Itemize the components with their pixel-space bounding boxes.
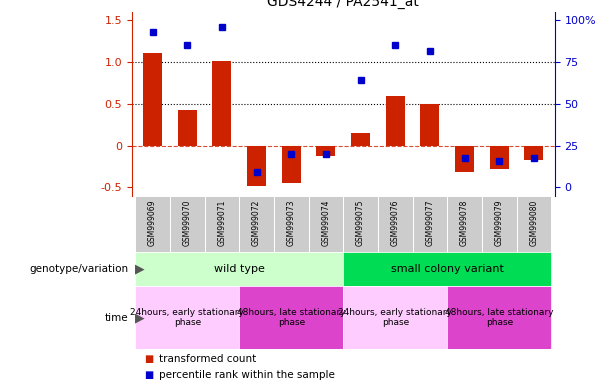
Bar <box>316 146 335 156</box>
Bar <box>282 146 301 183</box>
Text: GSM999077: GSM999077 <box>425 199 435 246</box>
Bar <box>247 146 266 186</box>
Text: wild type: wild type <box>214 264 265 274</box>
Bar <box>343 196 378 252</box>
Text: GSM999079: GSM999079 <box>495 199 504 246</box>
Text: GSM999076: GSM999076 <box>390 199 400 246</box>
Text: GSM999074: GSM999074 <box>321 199 330 246</box>
Text: 48hours, late stationary
phase: 48hours, late stationary phase <box>237 308 346 328</box>
Bar <box>482 196 517 252</box>
Bar <box>135 286 239 349</box>
Text: 24hours, early stationary
phase: 24hours, early stationary phase <box>338 308 452 328</box>
Bar <box>178 110 197 146</box>
Bar <box>447 196 482 252</box>
Title: GDS4244 / PA2541_at: GDS4244 / PA2541_at <box>267 0 419 9</box>
Bar <box>170 196 205 252</box>
Text: GSM999078: GSM999078 <box>460 199 469 246</box>
Bar <box>212 61 232 146</box>
Text: GSM999069: GSM999069 <box>148 199 157 246</box>
Text: GSM999080: GSM999080 <box>530 199 538 246</box>
Bar <box>490 146 509 169</box>
Text: 24hours, early stationary
phase: 24hours, early stationary phase <box>131 308 244 328</box>
Text: ▶: ▶ <box>135 262 145 275</box>
Bar <box>343 252 551 286</box>
Bar <box>525 146 544 160</box>
Text: ■: ■ <box>144 354 153 364</box>
Bar <box>343 286 447 349</box>
Text: GSM999073: GSM999073 <box>287 199 296 246</box>
Text: GSM999071: GSM999071 <box>218 199 226 246</box>
Bar <box>135 196 170 252</box>
Bar <box>386 96 405 146</box>
Text: 48hours, late stationary
phase: 48hours, late stationary phase <box>445 308 554 328</box>
Text: transformed count: transformed count <box>159 354 257 364</box>
Bar <box>517 196 551 252</box>
Text: time: time <box>105 313 129 323</box>
Text: ▶: ▶ <box>135 311 145 324</box>
Text: GSM999075: GSM999075 <box>356 199 365 246</box>
Bar <box>455 146 474 172</box>
Bar <box>447 286 551 349</box>
Bar <box>378 196 413 252</box>
Bar <box>239 286 343 349</box>
Bar <box>351 133 370 146</box>
Text: GSM999070: GSM999070 <box>183 199 192 246</box>
Bar <box>308 196 343 252</box>
Text: genotype/variation: genotype/variation <box>29 264 129 274</box>
Text: small colony variant: small colony variant <box>391 264 504 274</box>
Bar <box>205 196 239 252</box>
Text: GSM999072: GSM999072 <box>252 199 261 246</box>
Text: ■: ■ <box>144 370 153 380</box>
Text: percentile rank within the sample: percentile rank within the sample <box>159 370 335 380</box>
Bar <box>135 252 343 286</box>
Bar <box>413 196 447 252</box>
Bar <box>421 104 440 146</box>
Bar <box>274 196 308 252</box>
Bar <box>239 196 274 252</box>
Bar <box>143 53 162 146</box>
